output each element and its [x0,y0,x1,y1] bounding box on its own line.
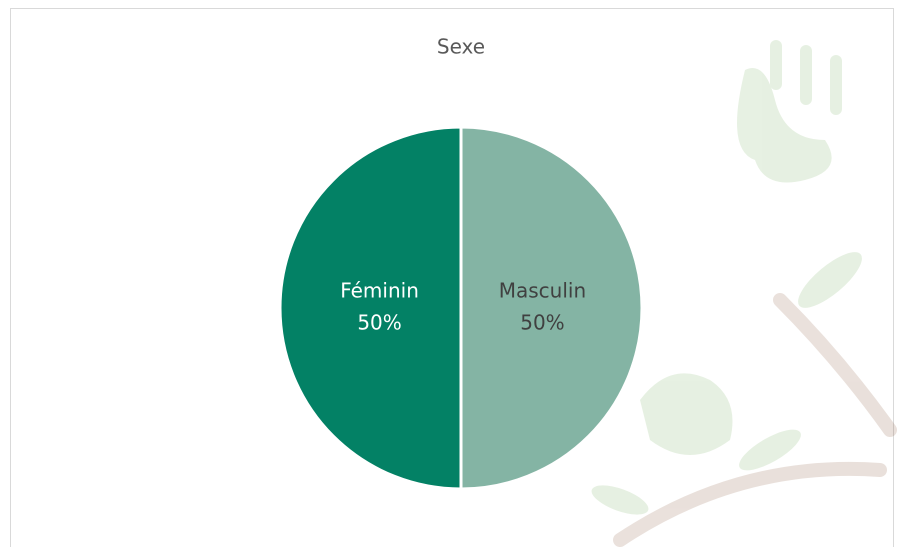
slice-value-label: 50% [520,311,564,335]
chart-title: Sexe [437,35,485,59]
slice-label: Féminin [340,279,419,303]
slice-value-label: 50% [357,311,401,335]
slice-label: Masculin [499,279,586,303]
chart: Sexe Masculin 50% Féminin 50% [0,0,904,547]
page: Sexe Masculin50%Féminin50% (() => { cons… [0,0,904,547]
